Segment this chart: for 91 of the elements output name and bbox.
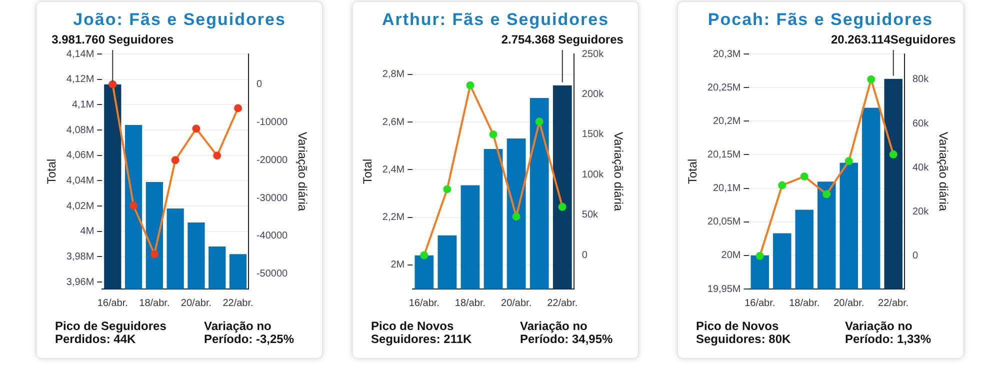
text: Variação no Período: 1,33% <box>845 319 932 346</box>
x-tick-label: 16/abr. <box>408 298 440 309</box>
y-tick-label: 2M <box>390 260 405 271</box>
y-axis-title: Total <box>686 158 700 184</box>
point <box>867 75 876 84</box>
x-tick-label: 18/abr. <box>789 298 820 309</box>
y2-tick-label: -40000 <box>256 230 288 242</box>
point <box>466 81 474 90</box>
point <box>822 190 831 198</box>
y-tick-label: 20M <box>721 250 741 262</box>
point <box>489 130 498 138</box>
text: Pico de Novos Seguidores: 80K <box>696 319 792 346</box>
point <box>443 185 452 194</box>
y-tick-label: 4,14M <box>66 48 94 60</box>
y2-tick-label: 40k <box>912 162 930 174</box>
y2-tick-label: 20k <box>912 206 930 218</box>
chart-title: João: Fãs e Seguidores <box>72 10 287 31</box>
point <box>420 251 428 260</box>
point <box>778 181 786 190</box>
x-tick-label: 22/abr. <box>547 298 578 309</box>
point <box>535 118 544 126</box>
y2-axis-title: Variação diária <box>295 132 310 212</box>
y-tick-label: 4,06M <box>66 150 94 162</box>
x-tick-label: 22/abr. <box>222 298 254 309</box>
x-tick-label: 20/abr. <box>834 298 864 309</box>
point <box>171 156 180 164</box>
y-tick-label: 2,6M <box>382 116 405 128</box>
chart-title: Arthur: Fãs e Seguidores <box>380 10 610 31</box>
text: Pico de Novos Seguidores: 211K <box>371 319 473 346</box>
y2-tick-label: 50k <box>582 210 600 221</box>
y-tick-label: 20,1M <box>712 183 741 194</box>
y2-tick-label: 0 <box>256 79 262 90</box>
y-tick-label: 4M <box>80 226 94 238</box>
text: Variação no Período: -3,25% <box>204 319 296 346</box>
y-tick-label: 4,04M <box>66 175 94 186</box>
y2-axis-title: Variação diária <box>611 132 626 212</box>
point <box>558 202 566 211</box>
y-tick-label: 4,08M <box>66 124 94 136</box>
chart-title: Pocah: Fãs e Seguidores <box>706 10 934 31</box>
y2-tick-label: -30000 <box>256 192 288 204</box>
y2-tick-label: -10000 <box>256 116 288 128</box>
y-tick-label: 20,15M <box>707 149 741 160</box>
point <box>234 104 242 112</box>
y-tick-label: 2,8M <box>382 69 405 80</box>
y-tick-label: 3,96M <box>66 276 94 288</box>
x-tick-label: 18/abr. <box>454 298 486 309</box>
y2-tick-label: -20000 <box>256 154 288 166</box>
point <box>756 252 764 260</box>
y2-tick-label: 0 <box>582 250 588 261</box>
y2-tick-label: 80k <box>912 74 930 86</box>
y-tick-label: 19,95M <box>707 284 741 295</box>
point <box>800 172 808 180</box>
text: Variação no Período: 34,95% <box>520 319 614 346</box>
x-tick-label: 22/abr. <box>878 298 909 309</box>
point <box>130 202 138 210</box>
x-tick-label: 20/abr. <box>180 298 212 309</box>
point <box>844 157 853 166</box>
y-tick-label: 2,2M <box>382 212 405 224</box>
point <box>213 152 222 160</box>
y2-tick-label: 0 <box>912 250 918 262</box>
y-tick-label: 4,1M <box>72 99 94 110</box>
point <box>889 150 898 158</box>
y-axis-title: Total <box>360 158 375 184</box>
y2-tick-label: 200k <box>582 88 605 100</box>
y2-tick-label: 60k <box>912 118 930 130</box>
y-tick-label: 4,12M <box>66 74 94 86</box>
y2-tick-label: 250k <box>582 48 605 60</box>
point <box>512 212 520 221</box>
y-tick-label: 20,05M <box>707 216 741 228</box>
y-tick-label: 2,4M <box>382 164 405 176</box>
y-tick-label: 20,25M <box>707 82 741 94</box>
y2-tick-label: -50000 <box>256 268 288 280</box>
y-tick-label: 3,98M <box>66 251 94 262</box>
x-tick-label: 18/abr. <box>139 298 170 309</box>
point <box>192 124 200 133</box>
y-tick-label: 4,02M <box>66 200 94 212</box>
y2-axis-title: Variação diária <box>936 132 950 212</box>
y2-tick-label: 150k <box>582 129 605 140</box>
annotation: 3.981.760 Seguidores <box>52 32 174 46</box>
annotation: 2.754.368 Seguidores <box>501 32 624 46</box>
y-axis-title: Total <box>44 158 59 184</box>
x-tick-label: 16/abr. <box>97 298 128 309</box>
y2-tick-label: 100k <box>582 169 605 180</box>
x-tick-label: 16/abr. <box>744 298 776 309</box>
y-tick-label: 20,2M <box>712 116 741 127</box>
x-tick-label: 20/abr. <box>501 298 532 309</box>
text: Pico de Seguidores Perdidos: 44K <box>55 319 168 346</box>
annotation: 20.263.114Seguidores <box>830 32 956 46</box>
y-tick-label: 20,3M <box>712 48 741 60</box>
point <box>150 250 158 258</box>
point <box>108 80 117 88</box>
